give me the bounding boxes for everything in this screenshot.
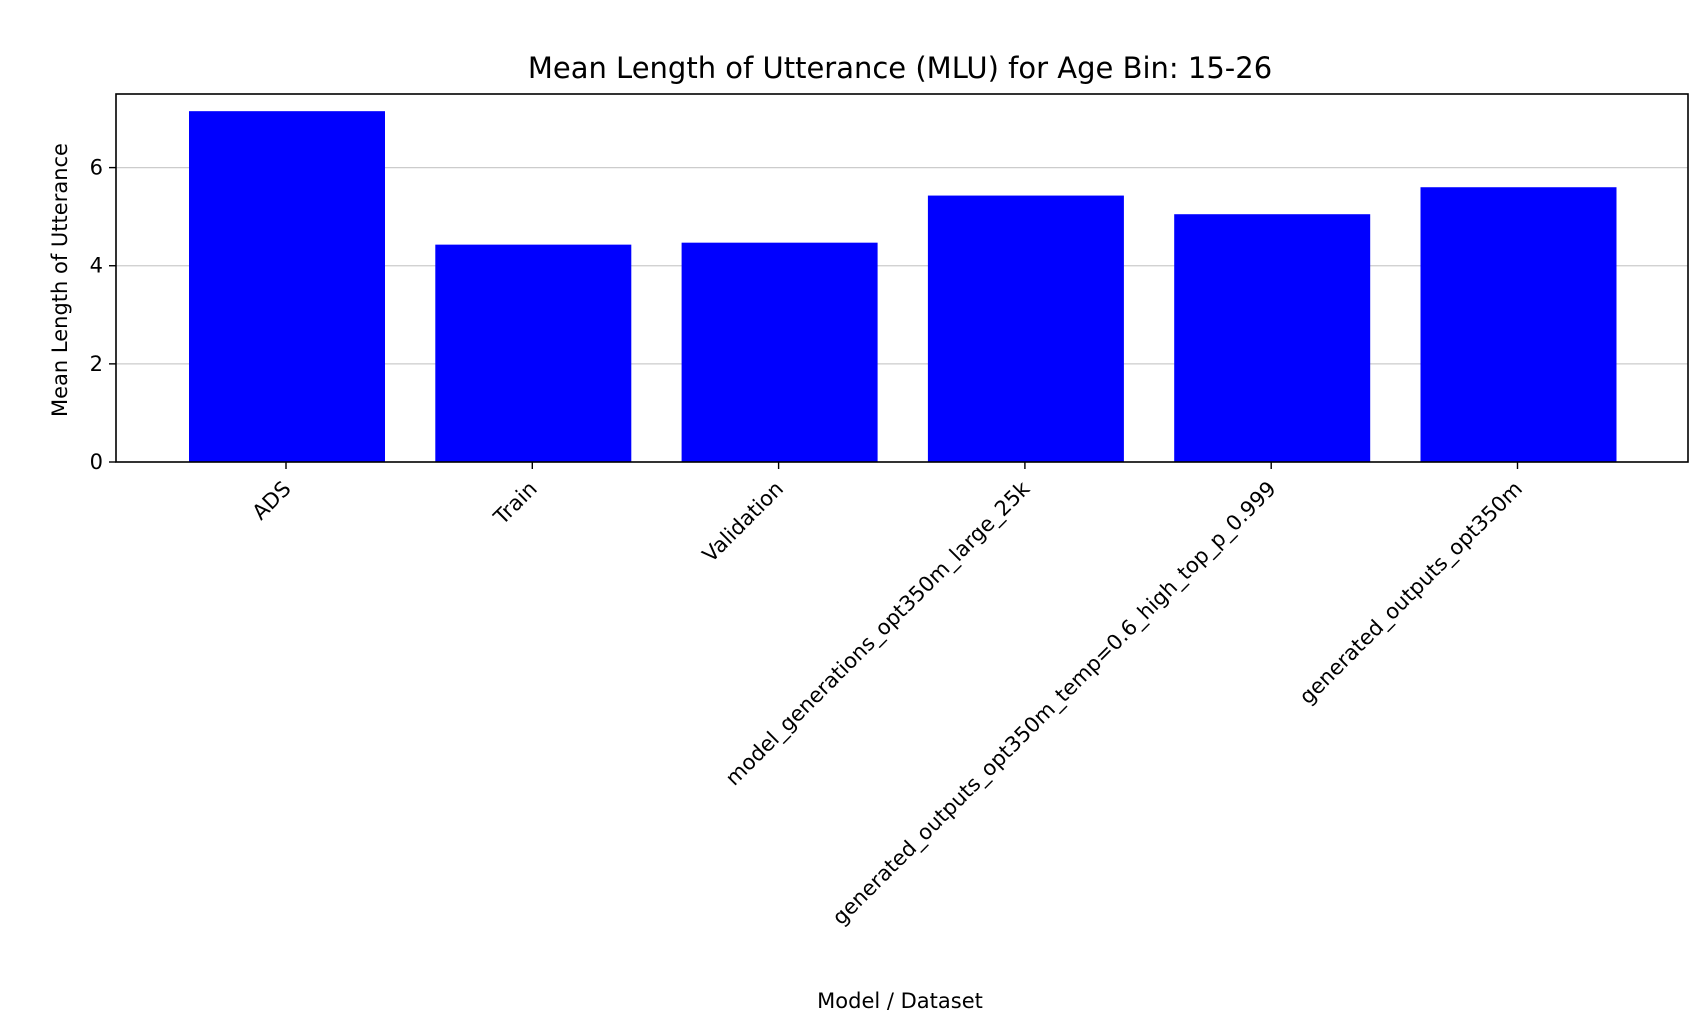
bars <box>189 111 1617 462</box>
y-axis-ticks: 0 2 4 6 <box>90 156 116 474</box>
x-tick-label: ADS <box>248 477 296 525</box>
bar-2 <box>681 242 878 462</box>
bar-1 <box>435 244 632 462</box>
x-tick-label: Validation <box>698 477 788 567</box>
y-tick-label: 6 <box>90 156 103 180</box>
y-axis-label: Mean Length of Utterance <box>48 143 72 417</box>
y-tick-label: 0 <box>90 450 103 474</box>
x-tick-label: Train <box>489 477 542 530</box>
bar-4 <box>1174 214 1371 462</box>
y-tick-label: 4 <box>90 254 103 278</box>
bar-0 <box>189 111 385 462</box>
bar-3 <box>927 195 1124 462</box>
x-tick-label: model_generations_opt350m_large_25k <box>721 476 1036 791</box>
plot-area-frame <box>115 93 1689 463</box>
x-axis-ticks: ADS Train Validationmodel_generations_opt3… <box>248 462 1528 930</box>
y-tick-label: 2 <box>90 352 103 376</box>
chart-title: Mean Length of Utterance (MLU) for Age B… <box>528 51 1272 85</box>
x-tick-label: generated_outputs_opt350m_temp=0.6_high_… <box>828 477 1282 931</box>
x-tick-label: generated_outputs_opt350m <box>1295 477 1528 710</box>
x-axis-label: Model / Dataset <box>817 989 983 1013</box>
bar-5 <box>1420 187 1617 462</box>
